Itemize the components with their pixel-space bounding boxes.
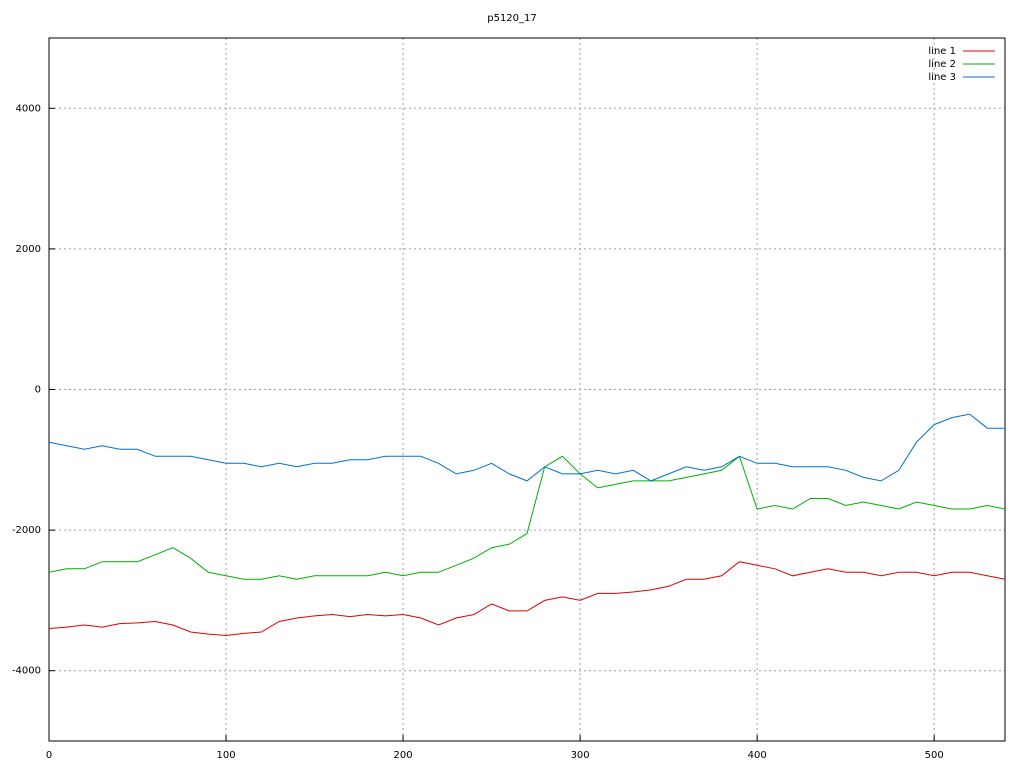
legend-label: line 3 [928,72,956,83]
y-tick-label: 2000 [16,244,41,255]
y-tick-label: -4000 [12,666,41,677]
y-tick-label: 4000 [16,103,41,114]
x-tick-label: 200 [394,750,413,761]
data-line [48,561,1006,637]
x-tick-label: 100 [216,750,235,761]
x-tick-label: 300 [571,750,590,761]
legend-label: line 2 [928,59,956,70]
y-tick-label: -2000 [12,525,41,536]
plot-frame [48,37,1006,742]
legend-label: line 1 [928,46,956,57]
chart-title: p5120_17 [487,13,537,24]
data-line [48,455,1006,580]
x-tick-label: 400 [748,750,767,761]
x-tick-label: 500 [925,750,944,761]
x-tick-label: 0 [46,750,52,761]
y-tick-label: 0 [35,385,41,396]
data-line [48,413,1005,482]
